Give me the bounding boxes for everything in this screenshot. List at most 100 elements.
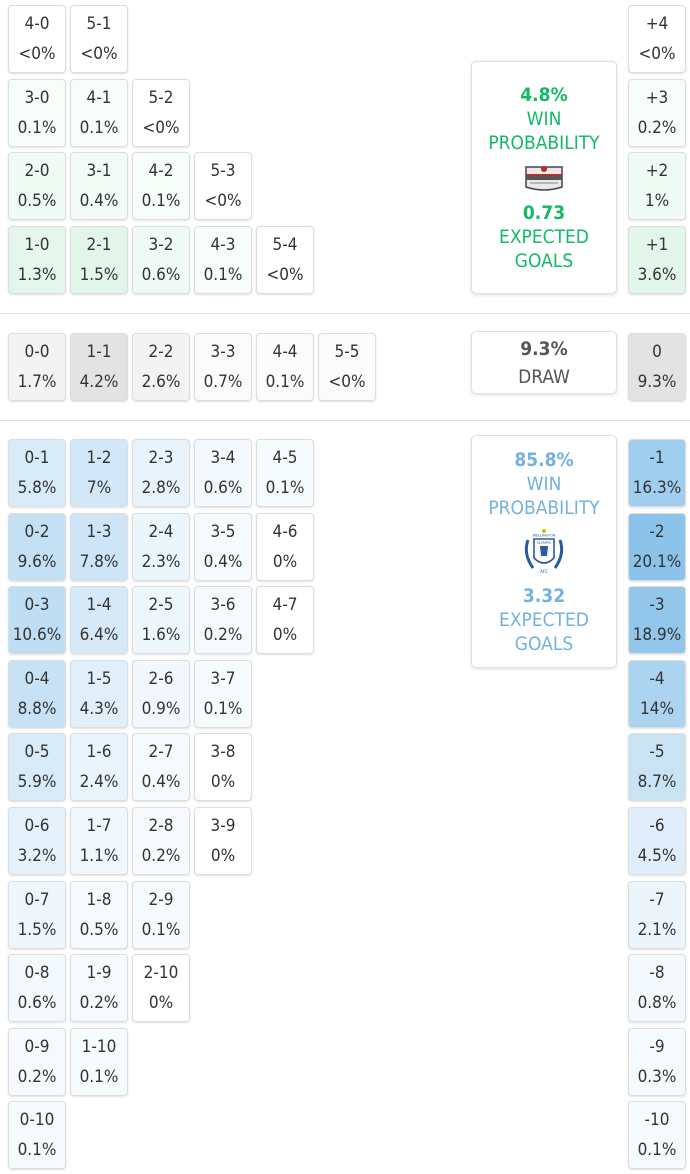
- cell-score: 2-7: [148, 742, 174, 762]
- score-cell-2-3: 2-3 2.8%: [132, 439, 190, 507]
- score-cell-3-6: 3-6 0.2%: [194, 586, 252, 654]
- home-win-probability: 4.8%: [520, 83, 568, 106]
- margin-cell--4: -4 14%: [628, 660, 686, 728]
- cell-percentage: 0%: [148, 993, 174, 1013]
- draw-probability: 9.3%: [520, 337, 568, 360]
- cell-score: 0-6: [24, 816, 50, 836]
- cell-score: 2-4: [148, 522, 174, 542]
- cell-percentage: 0%: [272, 552, 298, 572]
- score-cell-2-2: 2-2 2.6%: [132, 333, 190, 401]
- score-cell-1-2: 1-2 7%: [70, 439, 128, 507]
- cell-score: 3-5: [210, 522, 236, 542]
- score-cell-2-0: 2-0 0.5%: [8, 152, 66, 220]
- score-cell-1-1: 1-1 4.2%: [70, 333, 128, 401]
- cell-score: 1-8: [86, 890, 112, 910]
- cell-percentage: 20.1%: [632, 552, 682, 572]
- cell-percentage: 0.3%: [637, 1067, 677, 1087]
- cell-percentage: 0.1%: [141, 191, 181, 211]
- score-cell-2-10: 2-10 0%: [132, 954, 190, 1022]
- score-cell-0-6: 0-6 3.2%: [8, 807, 66, 875]
- cell-score: 0-9: [24, 1037, 50, 1057]
- cell-percentage: 0.4%: [79, 191, 119, 211]
- home-summary-card: 4.8% WIN PROBABILITY 0.73 EXPECTED GOALS: [471, 61, 617, 294]
- cell-percentage: 1.7%: [17, 372, 57, 392]
- cell-percentage: 4.3%: [79, 699, 119, 719]
- score-cell-2-6: 2-6 0.9%: [132, 660, 190, 728]
- cell-score: 2-6: [148, 669, 174, 689]
- cell-percentage: 14%: [640, 699, 674, 719]
- score-cell-5-4: 5-4 <0%: [256, 226, 314, 294]
- cell-percentage: <0%: [142, 118, 180, 138]
- cell-percentage: 0.9%: [141, 699, 181, 719]
- score-cell-3-7: 3-7 0.1%: [194, 660, 252, 728]
- cell-percentage: 2.4%: [79, 772, 119, 792]
- cell-score: 1-3: [86, 522, 112, 542]
- cell-percentage: 4.2%: [79, 372, 119, 392]
- cell-score: 2-0: [24, 161, 50, 181]
- away-crest-text-3: AFC: [540, 569, 548, 574]
- cell-percentage: 1%: [644, 191, 670, 211]
- cell-score: 5-2: [148, 88, 174, 108]
- margin-cell--10: -10 0.1%: [628, 1101, 686, 1169]
- cell-percentage: 16.3%: [632, 478, 682, 498]
- away-probability-label: PROBABILITY: [488, 496, 600, 519]
- cell-percentage: 5.8%: [17, 478, 57, 498]
- cell-score: 0-4: [24, 669, 50, 689]
- cell-percentage: 0.1%: [141, 920, 181, 940]
- cell-score: 1-7: [86, 816, 112, 836]
- cell-percentage: 0.7%: [203, 372, 243, 392]
- cell-percentage: 1.5%: [79, 265, 119, 285]
- margin-cell--2: -2 20.1%: [628, 513, 686, 581]
- score-cell-1-6: 1-6 2.4%: [70, 733, 128, 801]
- cell-score: -3: [649, 595, 665, 615]
- cell-percentage: 0.2%: [141, 846, 181, 866]
- score-cell-0-4: 0-4 8.8%: [8, 660, 66, 728]
- cell-percentage: 0.2%: [203, 625, 243, 645]
- cell-percentage: <0%: [638, 44, 676, 64]
- cell-percentage: 9.3%: [637, 372, 677, 392]
- score-cell-4-1: 4-1 0.1%: [70, 79, 128, 147]
- cell-percentage: 0.1%: [265, 478, 305, 498]
- home-team-crest-icon: [525, 165, 563, 191]
- cell-score: 1-9: [86, 963, 112, 983]
- cell-percentage: 0%: [210, 772, 236, 792]
- away-summary-card: 85.8% WIN PROBABILITY WELLINGTON OLYMPIC…: [471, 435, 617, 668]
- cell-score: 5-4: [272, 235, 298, 255]
- cell-percentage: 6.4%: [79, 625, 119, 645]
- cell-score: 2-3: [148, 448, 174, 468]
- cell-score: 0-10: [19, 1110, 55, 1130]
- cell-percentage: 1.5%: [17, 920, 57, 940]
- score-cell-0-8: 0-8 0.6%: [8, 954, 66, 1022]
- cell-percentage: 9.6%: [17, 552, 57, 572]
- cell-score: 0: [652, 342, 662, 362]
- score-cell-4-5: 4-5 0.1%: [256, 439, 314, 507]
- cell-percentage: 3.6%: [637, 265, 677, 285]
- score-cell-0-5: 0-5 5.9%: [8, 733, 66, 801]
- margin-cell--3: -3 18.9%: [628, 586, 686, 654]
- cell-score: 3-2: [148, 235, 174, 255]
- cell-score: 2-2: [148, 342, 174, 362]
- cell-percentage: 0.1%: [79, 1067, 119, 1087]
- cell-score: 1-1: [86, 342, 112, 362]
- score-cell-0-3: 0-3 10.6%: [8, 586, 66, 654]
- cell-score: 0-2: [24, 522, 50, 542]
- cell-score: -8: [649, 963, 665, 983]
- cell-score: 4-5: [272, 448, 298, 468]
- cell-percentage: 0.1%: [203, 265, 243, 285]
- score-cell-2-1: 2-1 1.5%: [70, 226, 128, 294]
- score-cell-3-4: 3-4 0.6%: [194, 439, 252, 507]
- margin-cell-0: 0 9.3%: [628, 333, 686, 401]
- score-cell-0-2: 0-2 9.6%: [8, 513, 66, 581]
- cell-percentage: 0.2%: [637, 118, 677, 138]
- cell-percentage: 0%: [272, 625, 298, 645]
- cell-score: -10: [644, 1110, 670, 1130]
- margin-cell-+4: +4 <0%: [628, 5, 686, 73]
- score-cell-5-1: 5-1 <0%: [70, 5, 128, 73]
- cell-percentage: 7.8%: [79, 552, 119, 572]
- cell-percentage: 2.1%: [637, 920, 677, 940]
- cell-score: 1-0: [24, 235, 50, 255]
- margin-cell--8: -8 0.8%: [628, 954, 686, 1022]
- margin-cell-+1: +1 3.6%: [628, 226, 686, 294]
- cell-percentage: 0.5%: [17, 191, 57, 211]
- cell-percentage: 0.8%: [637, 993, 677, 1013]
